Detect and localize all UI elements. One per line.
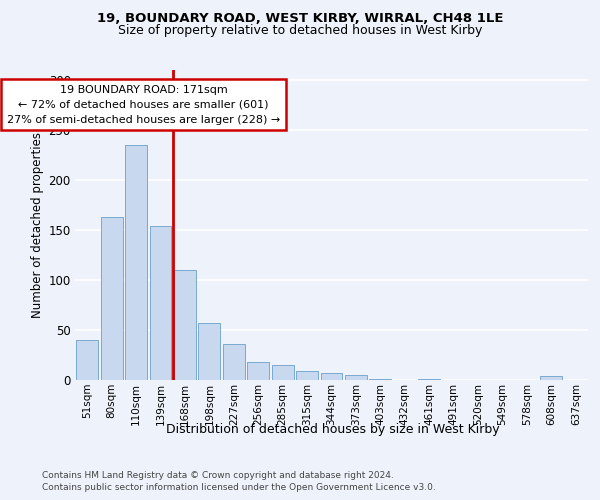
Bar <box>125 145 147 380</box>
Bar <box>296 371 318 380</box>
Text: 19, BOUNDARY ROAD, WEST KIRBY, WIRRAL, CH48 1LE: 19, BOUNDARY ROAD, WEST KIRBY, WIRRAL, C… <box>97 12 503 26</box>
Bar <box>272 365 293 380</box>
Bar <box>541 376 562 380</box>
Text: Contains public sector information licensed under the Open Government Licence v3: Contains public sector information licen… <box>42 483 436 492</box>
Text: 19 BOUNDARY ROAD: 171sqm
← 72% of detached houses are smaller (601)
27% of semi-: 19 BOUNDARY ROAD: 171sqm ← 72% of detach… <box>7 85 280 124</box>
Bar <box>418 379 440 380</box>
Bar <box>247 362 269 380</box>
Bar <box>149 226 172 380</box>
Text: Distribution of detached houses by size in West Kirby: Distribution of detached houses by size … <box>166 422 500 436</box>
Bar <box>174 270 196 380</box>
Y-axis label: Number of detached properties: Number of detached properties <box>31 132 44 318</box>
Text: Contains HM Land Registry data © Crown copyright and database right 2024.: Contains HM Land Registry data © Crown c… <box>42 471 394 480</box>
Bar <box>101 217 122 380</box>
Bar <box>345 375 367 380</box>
Bar <box>370 379 391 380</box>
Bar <box>223 344 245 380</box>
Bar <box>320 373 343 380</box>
Bar <box>76 340 98 380</box>
Bar <box>199 323 220 380</box>
Text: Size of property relative to detached houses in West Kirby: Size of property relative to detached ho… <box>118 24 482 37</box>
